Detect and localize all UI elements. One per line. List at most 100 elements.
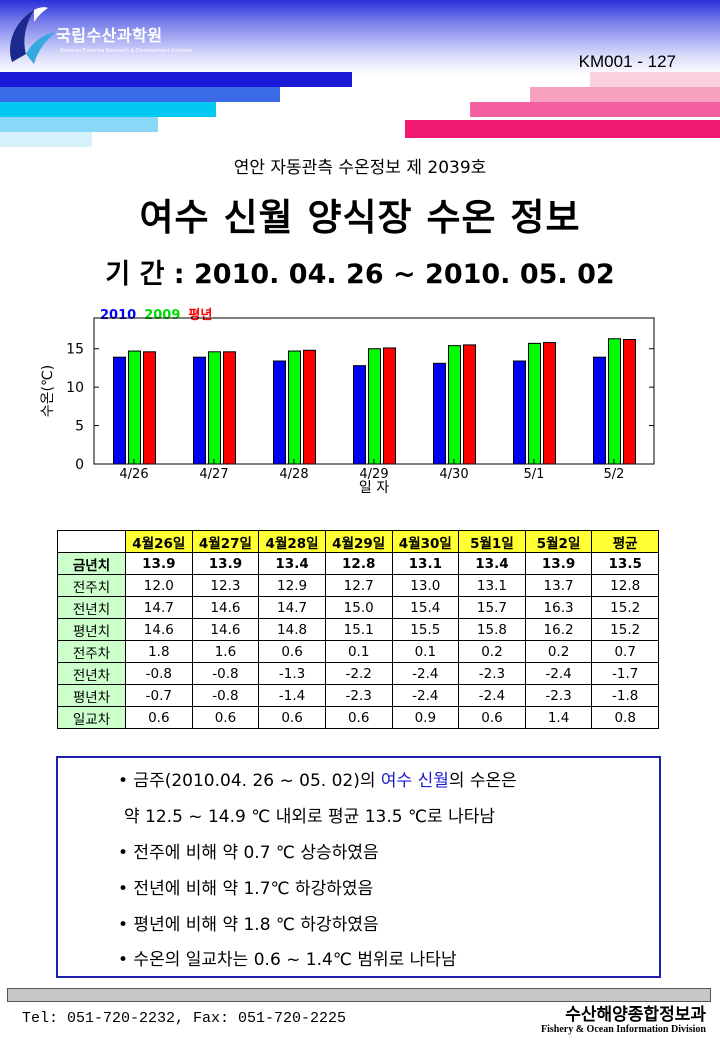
summary-line-3: • 전주에 비해 약 0.7 ℃ 상승하였음 [118,843,379,863]
column-header: 4월30일 [391,530,460,553]
header-bar [0,117,158,132]
table-corner [57,530,126,553]
table-cell: 12.0 [125,574,193,597]
table-cell: 15.2 [591,618,659,641]
location-highlight: 여수 신월 [380,771,449,791]
table-cell: 0.8 [591,706,659,729]
header-bar [590,72,720,87]
table-cell: 0.1 [391,640,460,663]
table-cell: -2.4 [391,662,460,685]
bar-2009 [608,338,621,465]
table-row: 전년치 14.7 14.6 14.7 15.0 15.4 15.7 16.3 15.2 [57,596,659,619]
table-cell: 14.8 [258,618,326,641]
column-header: 4월26일 [125,530,193,553]
summary-line-5: • 평년에 비해 약 1.8 ℃ 하강하였음 [118,915,379,935]
division-name-en: Fishery & Ocean Information Division [541,1024,706,1035]
bar-평년 [383,347,396,465]
institute-name: 국립수산과학원 [56,26,163,45]
column-header: 4월29일 [324,530,393,553]
table-row: 전주치 12.0 12.3 12.9 12.7 13.0 13.1 13.7 12.8 [57,574,659,597]
table-cell: -2.4 [391,684,460,707]
report-title: 여수 신월 양식장 수온 정보 [139,196,581,239]
table-cell: 15.2 [591,596,659,619]
bar-2010 [513,360,526,465]
institute-name-en: National Fisheries Research & Developmen… [60,48,192,54]
summary-line-6: • 수온의 일교차는 0.6 ~ 1.4℃ 범위로 나타남 [118,950,457,970]
row-header: 전년차 [57,662,126,685]
column-header: 5월1일 [458,530,526,553]
summary-line-1: • 금주(2010.04. 26 ~ 05. 02)의 여수 신월의 수온은 [118,771,517,791]
table-cell: 13.4 [258,552,326,575]
table-cell: -1.7 [591,662,659,685]
row-header: 전주치 [57,574,126,597]
bar-2009 [448,345,461,465]
y-axis-label: 수온(℃) [40,365,56,417]
header-bar [0,102,216,117]
table-cell: 0.6 [191,706,260,729]
table-cell: -0.8 [191,684,260,707]
table-cell: 12.3 [191,574,260,597]
table-cell: 14.7 [125,596,193,619]
x-axis-label: 일 자 [359,480,389,496]
column-header: 4월28일 [258,530,326,553]
column-header: 5월2일 [524,530,593,553]
table-cell: -0.8 [125,662,193,685]
table-cell: -2.4 [524,662,593,685]
table-cell: -2.3 [524,684,593,707]
contact-info: Tel: 051-720-2232, Fax: 051-720-2225 [22,1010,347,1027]
header-background [0,0,720,75]
bar-2009 [288,350,301,465]
header-bar [0,132,92,147]
table-cell: 0.2 [524,640,593,663]
table-cell: 0.6 [458,706,526,729]
row-header: 일교차 [57,706,126,729]
table-row: 금년치 13.9 13.9 13.4 12.8 13.1 13.4 13.9 13.5 [57,552,659,575]
row-header: 금년치 [57,552,126,575]
x-tick-label: 4/29 [359,467,388,482]
bar-평년 [463,344,476,465]
table-cell: 0.9 [391,706,460,729]
bar-평년 [623,339,636,465]
table-cell: 1.6 [191,640,260,663]
x-tick-label: 4/27 [199,467,228,482]
table-cell: 13.5 [591,552,659,575]
header-bar [405,120,720,138]
footer-bar [7,988,711,1002]
table-cell: 13.9 [191,552,260,575]
table-cell: 16.3 [524,596,593,619]
report-period: 기 간 : 2010. 04. 26 ~ 2010. 05. 02 [105,259,615,290]
table-cell: -1.4 [258,684,326,707]
bar-평년 [303,349,316,465]
legend-normal: 평년 [188,308,213,323]
table-cell: 15.4 [391,596,460,619]
legend-2009: 2009 [144,308,181,323]
y-tick-label: 5 [75,419,84,435]
column-header: 평균 [591,530,659,553]
header-bar [470,102,720,117]
table-cell: 15.8 [458,618,526,641]
bar-2009 [368,348,381,465]
table-cell: 0.6 [258,706,326,729]
temperature-table: 4월26일 4월27일 4월28일 4월29일 4월30일 5월1일 5월2일 평균 금년치 13… [57,530,659,729]
bar-2010 [273,360,286,465]
table-cell: 13.1 [458,574,526,597]
table-cell: -1.3 [258,662,326,685]
report-subtitle: 연안 자동관측 수온정보 제 2039호 [233,158,487,178]
bar-2010 [193,356,206,465]
table-cell: 14.7 [258,596,326,619]
table-cell: 14.6 [125,618,193,641]
legend-2010: 2010 [100,308,137,323]
table-row: 일교차 0.6 0.6 0.6 0.6 0.9 0.6 1.4 0.8 [57,706,659,729]
table-cell: 15.1 [324,618,393,641]
bar-평년 [223,351,236,465]
bar-2010 [113,356,126,465]
table-row: 전년차 -0.8 -0.8 -1.3 -2.2 -2.4 -2.3 -2.4 -1.7 [57,662,659,685]
row-header: 평년차 [57,684,126,707]
row-header: 전주차 [57,640,126,663]
summary-line-4: • 전년에 비해 약 1.7℃ 하강하였음 [118,879,374,899]
y-tick-label: 0 [75,457,84,473]
summary-line-2: 약 12.5 ~ 14.9 ℃ 내외로 평균 13.5 ℃로 나타남 [124,807,496,827]
table-cell: 0.1 [324,640,393,663]
bar-2010 [433,362,446,465]
table-cell: 12.8 [324,552,393,575]
